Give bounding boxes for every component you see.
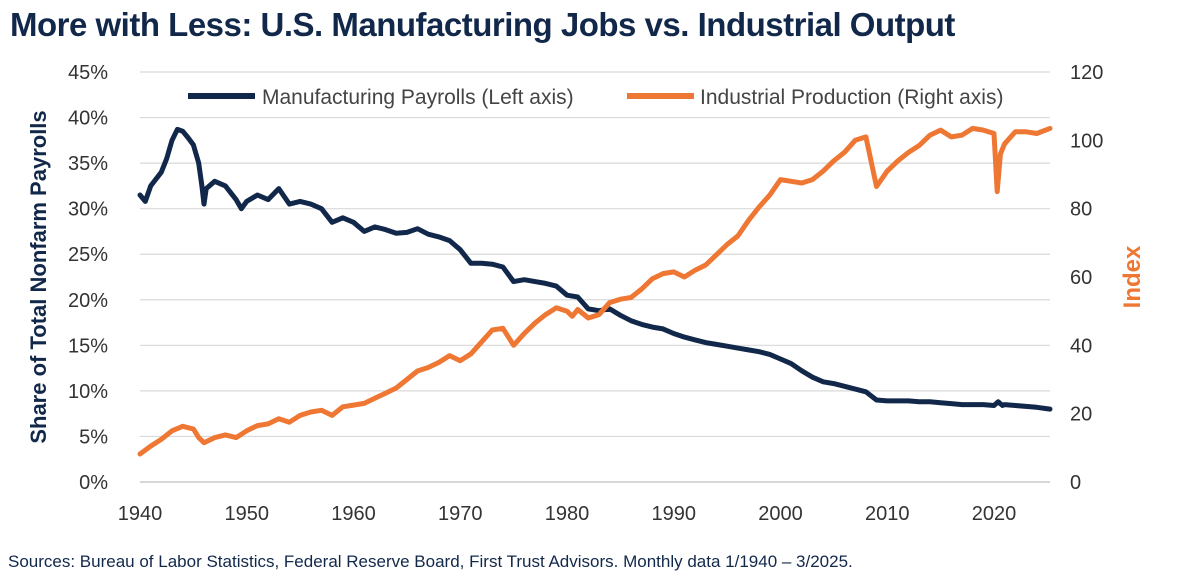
left-tick-label: 30%: [68, 199, 108, 221]
x-tick-label: 1940: [118, 503, 163, 525]
left-axis-label: Share of Total Nonfarm Payrolls: [26, 110, 51, 443]
right-tick-label: 120: [1070, 62, 1103, 84]
x-tick-label: 2010: [865, 503, 910, 525]
left-tick-label: 20%: [68, 290, 108, 312]
right-tick-label: 40: [1070, 335, 1092, 357]
left-tick-label: 35%: [68, 153, 108, 175]
x-tick-label: 1990: [651, 503, 696, 525]
left-tick-label: 45%: [68, 62, 108, 84]
production-line: [137, 125, 1053, 457]
source-note: Sources: Bureau of Labor Statistics, Fed…: [8, 552, 853, 571]
legend: Manufacturing Payrolls (Left axis) Indus…: [188, 86, 1003, 109]
left-tick-label: 10%: [68, 381, 108, 403]
right-tick-label: 0: [1070, 472, 1081, 494]
x-tick-label: 1950: [224, 503, 269, 525]
x-axis: 1940 1950 1960 1970 1980 1990 2000 2010 2020: [118, 503, 1016, 525]
left-tick-label: 40%: [68, 108, 108, 130]
right-tick-label: 20: [1070, 404, 1092, 426]
legend-label-production: Industrial Production (Right axis): [700, 86, 1003, 109]
x-tick-label: 1960: [331, 503, 376, 525]
legend-label-payrolls: Manufacturing Payrolls (Left axis): [262, 86, 574, 109]
left-tick-label: 0%: [79, 472, 108, 494]
right-axis-label: Index: [1119, 245, 1146, 308]
left-tick-label: 25%: [68, 244, 108, 266]
left-tick-label: 5%: [79, 426, 108, 448]
chart-title: More with Less: U.S. Manufacturing Jobs …: [10, 6, 955, 43]
right-tick-label: 100: [1070, 130, 1103, 152]
x-tick-label: 2020: [972, 503, 1017, 525]
left-tick-label: 15%: [68, 335, 108, 357]
x-tick-label: 1970: [438, 503, 483, 525]
x-tick-label: 2000: [758, 503, 803, 525]
right-tick-label: 80: [1070, 199, 1092, 221]
right-y-axis: 0 20 40 60 80 100 120: [1070, 62, 1103, 494]
x-tick-label: 1980: [545, 503, 590, 525]
series-lines: [137, 125, 1053, 457]
right-tick-label: 60: [1070, 267, 1092, 289]
left-y-axis: 0% 5% 10% 15% 20% 25% 30% 35% 40% 45%: [68, 62, 108, 494]
gridlines: [140, 71, 1050, 483]
payrolls-line: [137, 126, 1053, 412]
